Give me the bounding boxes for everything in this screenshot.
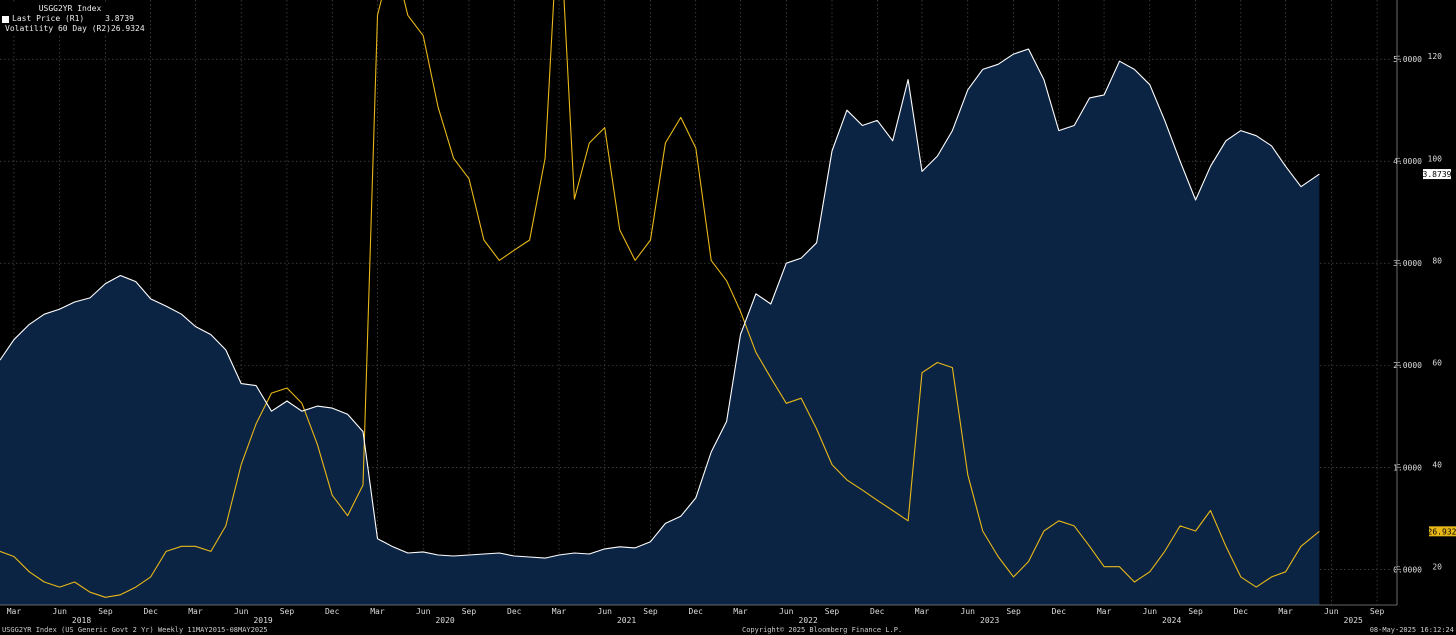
month-tick-label: Mar <box>552 607 567 616</box>
month-tick-label: Sep <box>1188 607 1203 616</box>
r1-tick-label: 3.0000 <box>1393 259 1422 268</box>
year-label: 2025 <box>1344 616 1363 625</box>
month-tick-label: Mar <box>1097 607 1112 616</box>
footer: USGG2YR Index (US Generic Govt 2 Yr) Wee… <box>0 625 1456 635</box>
legend-item-volatility: Volatility 60 Day (R2) 26.9324 <box>2 24 145 34</box>
month-tick-label: Jun <box>1143 607 1158 616</box>
r2-tick-label: 60 <box>1432 358 1442 367</box>
month-tick-label: Sep <box>280 607 295 616</box>
legend-swatch-last-price <box>2 15 9 23</box>
last-vol-tag: 26.932 <box>1428 527 1456 536</box>
month-tick-label: Sep <box>1006 607 1021 616</box>
month-tick-label: Mar <box>7 607 22 616</box>
series-lines <box>0 0 1320 598</box>
r2-tick-label: 40 <box>1432 461 1442 470</box>
r2-tick-label: 80 <box>1432 256 1442 265</box>
month-tick-label: Jun <box>779 607 794 616</box>
last-price-tag-bg <box>1423 169 1451 180</box>
price-area <box>0 49 1320 605</box>
month-tick-label: Dec <box>1234 607 1249 616</box>
month-tick-label: Sep <box>462 607 477 616</box>
r1-tick-label: 5.0000 <box>1393 55 1422 64</box>
footer-copyright: Copyright© 2025 Bloomberg Finance L.P. <box>742 626 903 634</box>
month-tick-label: Dec <box>325 607 340 616</box>
legend-item-last-price: Last Price (R1) 3.8739 <box>2 14 138 24</box>
price-area-layer <box>0 49 1320 605</box>
r1-tick-label: 0.0000 <box>1393 565 1422 574</box>
month-tick-label: Mar <box>370 607 385 616</box>
legend-label-volatility: Volatility 60 Day (R2) <box>5 24 111 33</box>
r2-tick-label: 20 <box>1432 563 1442 572</box>
last-vol-tag-bg <box>1429 526 1456 537</box>
month-tick-label: Sep <box>1370 607 1385 616</box>
year-label: 2023 <box>980 616 999 625</box>
month-tick-label: Sep <box>825 607 840 616</box>
r1-tick-label: 1.0000 <box>1393 463 1422 472</box>
legend-value-last-price: 3.8739 <box>105 14 134 23</box>
year-label: 2021 <box>617 616 636 625</box>
legend-label-last-price: Last Price (R1) <box>12 14 85 23</box>
month-tick-label: Jun <box>234 607 249 616</box>
month-tick-label: Dec <box>689 607 704 616</box>
year-label: 2024 <box>1162 616 1181 625</box>
month-tick-label: Mar <box>733 607 748 616</box>
price-line <box>0 48 1320 559</box>
year-label: 2020 <box>435 616 454 625</box>
month-tick-label: Mar <box>1278 607 1293 616</box>
month-tick-label: Jun <box>598 607 613 616</box>
year-label: 2019 <box>253 616 272 625</box>
month-tick-label: Mar <box>915 607 930 616</box>
month-tick-label: Sep <box>643 607 658 616</box>
month-tick-label: Mar <box>188 607 203 616</box>
month-tick-label: Dec <box>870 607 885 616</box>
legend-value-volatility: 26.9324 <box>110 24 145 33</box>
footer-timestamp: 08-May-2025 16:12:24 <box>1369 626 1454 634</box>
legend: USGG2YR Index Last Price (R1) 3.8739 Vol… <box>2 4 145 36</box>
volatility-line <box>0 0 1320 598</box>
r1-tick-label: 4.0000 <box>1393 157 1422 166</box>
r2-tick-label: 120 <box>1428 52 1443 61</box>
legend-title: USGG2YR Index <box>38 4 102 13</box>
year-label: 2018 <box>72 616 91 625</box>
year-label: 2022 <box>799 616 818 625</box>
r1-tick-label: 2.0000 <box>1393 361 1422 370</box>
month-tick-label: Jun <box>52 607 67 616</box>
month-tick-label: Sep <box>98 607 113 616</box>
month-tick-label: Dec <box>143 607 158 616</box>
footer-source: USGG2YR Index (US Generic Govt 2 Yr) Wee… <box>2 626 268 634</box>
r2-tick-label: 100 <box>1428 154 1443 163</box>
month-tick-label: Dec <box>1052 607 1067 616</box>
month-tick-label: Jun <box>416 607 431 616</box>
month-tick-label: Jun <box>1324 607 1339 616</box>
last-price-tag: 3.8739 <box>1423 170 1452 179</box>
month-tick-label: Dec <box>507 607 522 616</box>
month-tick-label: Jun <box>961 607 976 616</box>
